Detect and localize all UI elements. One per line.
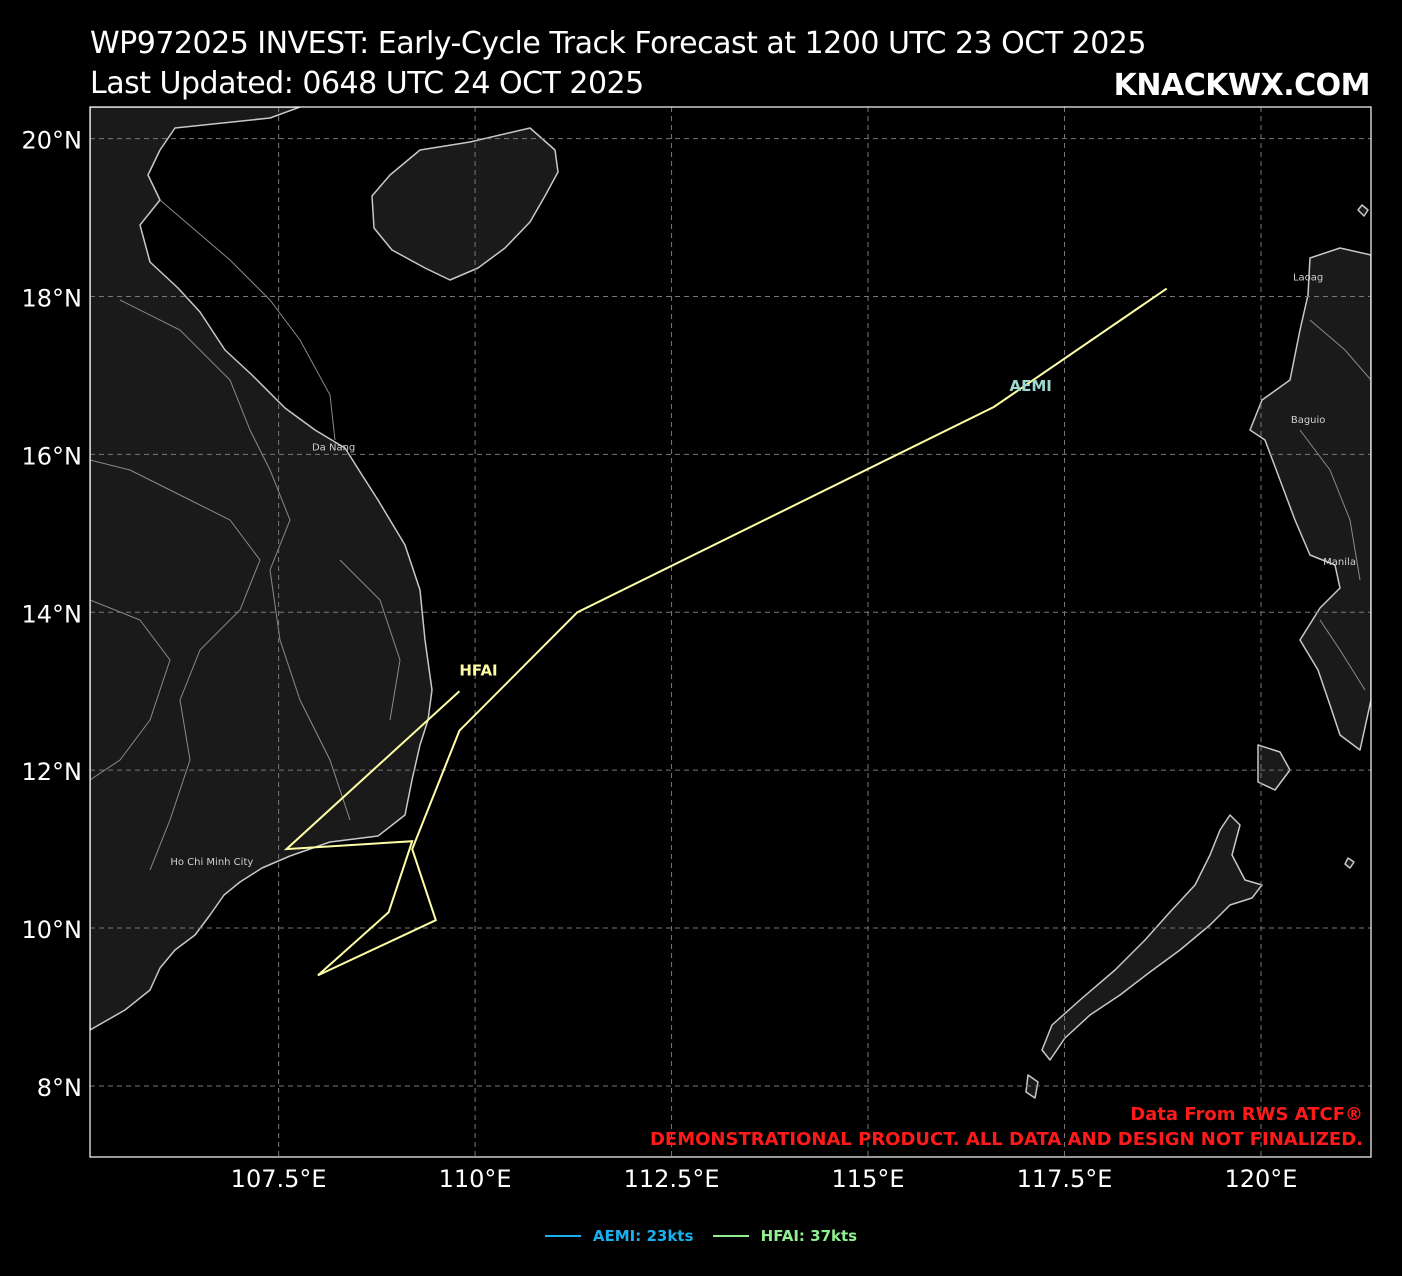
land-palawan — [1041, 814, 1263, 1061]
land — [90, 107, 1371, 1099]
gridlines — [90, 107, 1371, 1157]
track-line-aemi — [283, 287, 1168, 977]
lat-tick-label: 12°N — [22, 758, 83, 786]
borders — [90, 199, 1371, 871]
city-label: Laoag — [1293, 273, 1323, 284]
land-luzon — [1249, 247, 1371, 751]
legend-item-aemi: AEMI: 23kts — [544, 1227, 694, 1245]
footer-credit: Data From RWS ATCF® — [1130, 1104, 1363, 1125]
footer-disclaimer: DEMONSTRATIONAL PRODUCT. ALL DATA AND DE… — [650, 1129, 1363, 1150]
legend-swatch-hfai — [712, 1235, 749, 1237]
land-mindoro — [1257, 744, 1291, 791]
latitude-labels: 8°N 10°N 12°N 14°N 16°N 18°N 20°N — [22, 127, 83, 1102]
forecast-tracks — [283, 287, 1168, 977]
lon-tick-label: 112.5°E — [624, 1165, 720, 1193]
brand-logo-text: KNACKWX.COM — [1113, 68, 1371, 103]
legend-swatch-aemi — [544, 1235, 581, 1237]
lon-tick-label: 117.5°E — [1017, 1165, 1113, 1193]
lat-tick-label: 16°N — [22, 442, 83, 470]
city-label: Haiphong — [192, 63, 240, 74]
lon-tick-label: 110°E — [439, 1165, 512, 1193]
lat-tick-label: 10°N — [22, 916, 83, 944]
chart-title: WP972025 INVEST: Early-Cycle Track Forec… — [90, 26, 1146, 61]
track-label-hfai: HFAI — [459, 661, 497, 679]
last-updated: Last Updated: 0648 UTC 24 OCT 2025 — [90, 66, 644, 101]
lon-tick-label: 120°E — [1224, 1165, 1297, 1193]
model-labels: AEMI HFAI — [459, 377, 1051, 679]
land-hainan — [371, 127, 559, 281]
city-label: Hanoi — [134, 52, 163, 63]
lat-tick-label: 8°N — [37, 1074, 82, 1102]
lat-tick-label: 20°N — [22, 127, 83, 155]
lat-tick-label: 14°N — [22, 600, 83, 628]
longitude-labels: 107.5°E 110°E 112.5°E 115°E 117.5°E 120°E — [231, 1165, 1298, 1193]
lat-tick-label: 18°N — [22, 284, 83, 312]
map-frame — [89, 106, 1372, 1158]
city-label: Baguio — [1291, 415, 1326, 426]
legend-label-hfai: HFAI: 37kts — [760, 1227, 858, 1245]
legend: AEMI: 23kts HFAI: 37kts — [0, 1223, 1402, 1245]
city-labels: Hanoi Haiphong Da Nang Ho Chi Minh City Laoa… — [134, 52, 1356, 868]
city-label: Ho Chi Minh City — [170, 857, 253, 868]
track-label-aemi: AEMI — [1009, 377, 1051, 395]
legend-label-aemi: AEMI: 23kts — [592, 1227, 694, 1245]
city-label: Manila — [1323, 557, 1356, 568]
legend-item-hfai: HFAI: 37kts — [712, 1227, 858, 1245]
lon-tick-label: 107.5°E — [231, 1165, 327, 1193]
lon-tick-label: 115°E — [832, 1165, 905, 1193]
land-indochina — [90, 107, 433, 1031]
city-label: Da Nang — [312, 442, 355, 453]
